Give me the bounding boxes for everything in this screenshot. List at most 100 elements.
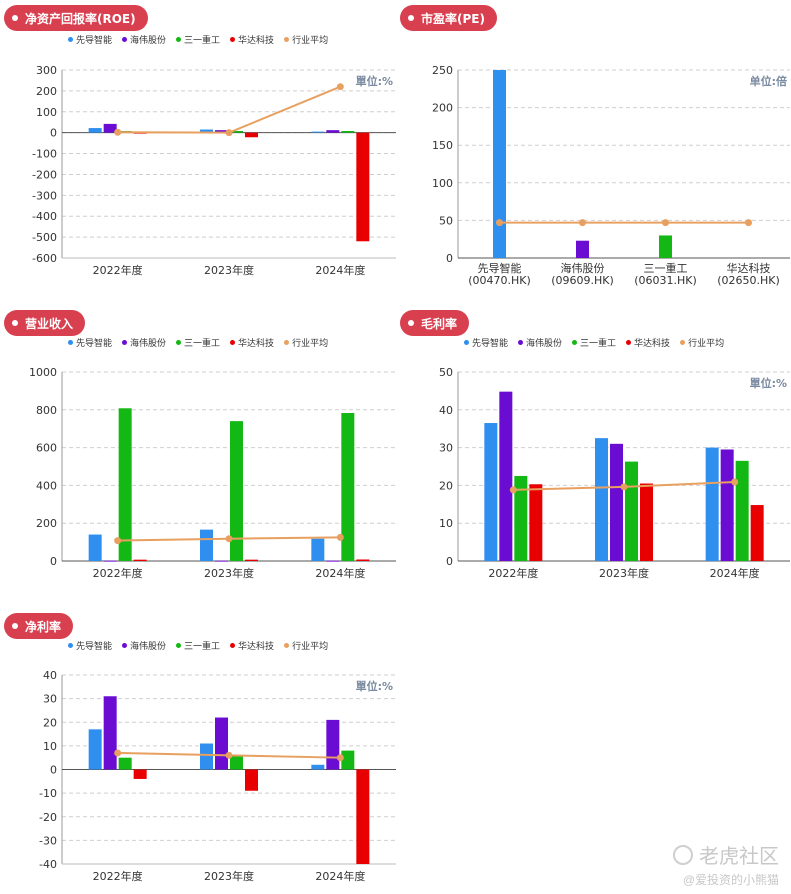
y-tick-label: 40 <box>439 404 453 417</box>
bar <box>341 130 355 133</box>
unit-label: 單位:% <box>750 376 787 390</box>
legend-item[interactable]: 华达科技 <box>626 336 670 349</box>
chart-panel-gross-margin: 毛利率 先导智能 海伟股份 三一重工 华达科技 行业平均 0 10 20 30 40 50 單位:%… <box>396 305 791 585</box>
legend-swatch-icon <box>284 340 290 345</box>
line-point <box>114 749 122 757</box>
chart-panel-pe: 市盈率(PE) 0 50 100 150 200 250 单位:倍 先导智能 (00470.HK… <box>396 0 791 300</box>
legend-label: 海伟股份 <box>526 339 563 349</box>
legend-swatch-icon <box>122 340 128 345</box>
title-dot-icon <box>12 623 18 629</box>
y-tick-label: 10 <box>43 740 57 753</box>
legend-item[interactable]: 三一重工 <box>176 33 220 46</box>
bar <box>356 132 370 242</box>
legend-label: 先导智能 <box>76 339 113 349</box>
chart-legend-net-margin[interactable]: 先导智能 海伟股份 三一重工 华达科技 行业平均 <box>68 639 328 652</box>
legend-swatch-icon <box>68 340 73 345</box>
legend-item[interactable]: 先导智能 <box>68 33 112 46</box>
unit-label: 单位:倍 <box>750 74 787 88</box>
bar <box>484 423 498 561</box>
legend-swatch-icon <box>176 37 182 42</box>
legend-label: 海伟股份 <box>130 339 167 349</box>
chart-title-pe: 市盈率(PE) <box>400 5 497 31</box>
bar <box>230 421 243 561</box>
y-tick-label: -100 <box>32 148 57 161</box>
bar <box>245 769 258 791</box>
bar <box>326 130 340 133</box>
bar <box>88 128 102 133</box>
legend-swatch-icon <box>626 340 632 345</box>
watermark-logo: 老虎社区 <box>673 840 779 869</box>
chart-legend-gross-margin[interactable]: 先导智能 海伟股份 三一重工 华达科技 行业平均 <box>464 336 724 349</box>
title-dot-icon <box>12 320 18 326</box>
bar <box>230 130 243 133</box>
legend-item[interactable]: 海伟股份 <box>122 336 166 349</box>
legend-label: 行业平均 <box>292 36 329 46</box>
y-tick-label: -10 <box>39 787 57 800</box>
legend-item[interactable]: 行业平均 <box>284 33 328 46</box>
legend-item[interactable]: 华达科技 <box>230 639 274 652</box>
legend-label: 华达科技 <box>634 339 671 349</box>
line-point <box>114 128 122 136</box>
brand-logo-icon <box>673 844 693 865</box>
x-tick-label: (06031.HK) <box>634 274 697 287</box>
bar <box>750 505 764 561</box>
chart-panel-roe: 净资产回报率(ROE) 先导智能 海伟股份 三一重工 华达科技 行业平均 -600 -50… <box>0 0 398 300</box>
legend-label: 三一重工 <box>184 36 221 46</box>
legend-swatch-icon <box>176 340 182 345</box>
legend-item[interactable]: 华达科技 <box>230 336 274 349</box>
y-tick-label: 50 <box>439 214 453 227</box>
bar <box>595 438 608 561</box>
bar <box>133 769 147 779</box>
legend-label: 先导智能 <box>76 642 113 652</box>
chart-title-text: 毛利率 <box>421 316 458 331</box>
y-tick-label: -30 <box>39 834 57 847</box>
x-tick-label: 2024年度 <box>315 869 365 883</box>
legend-item[interactable]: 三一重工 <box>176 336 220 349</box>
bar <box>326 719 340 770</box>
bar <box>215 130 228 133</box>
bar <box>103 123 117 133</box>
chart-title-text: 市盈率(PE) <box>421 11 485 26</box>
y-tick-label: 1000 <box>29 366 57 379</box>
bar <box>133 559 147 561</box>
chart-legend-revenue[interactable]: 先导智能 海伟股份 三一重工 华达科技 行业平均 <box>68 336 328 349</box>
legend-item[interactable]: 行业平均 <box>680 336 724 349</box>
bar <box>88 729 102 770</box>
bar <box>735 460 749 561</box>
unit-label: 單位:% <box>356 74 393 88</box>
y-tick-label: 10 <box>439 517 453 530</box>
legend-item[interactable]: 行业平均 <box>284 639 328 652</box>
bar <box>326 560 340 562</box>
line-point <box>336 83 344 91</box>
line-point <box>496 219 503 227</box>
legend-item[interactable]: 先导智能 <box>68 336 112 349</box>
bar <box>200 529 213 561</box>
bar <box>200 129 213 133</box>
chart-title-revenue: 营业收入 <box>4 310 86 336</box>
legend-swatch-icon <box>68 37 73 42</box>
x-tick-label: 海伟股份 <box>561 261 605 275</box>
bar <box>311 764 325 770</box>
legend-item[interactable]: 海伟股份 <box>122 639 166 652</box>
legend-item[interactable]: 华达科技 <box>230 33 274 46</box>
bar <box>103 560 117 562</box>
series-line-industry-average <box>117 85 341 134</box>
legend-label: 华达科技 <box>238 36 275 46</box>
watermark-brand: 老虎社区 <box>699 846 779 868</box>
legend-item[interactable]: 三一重工 <box>572 336 616 349</box>
legend-item[interactable]: 海伟股份 <box>122 33 166 46</box>
legend-item[interactable]: 行业平均 <box>284 336 328 349</box>
x-tick-label: 2023年度 <box>204 869 254 883</box>
y-tick-label: 20 <box>43 716 57 729</box>
title-dot-icon <box>408 320 414 326</box>
line-point <box>225 751 233 759</box>
legend-item[interactable]: 先导智能 <box>68 639 112 652</box>
legend-item[interactable]: 三一重工 <box>176 639 220 652</box>
legend-item[interactable]: 海伟股份 <box>518 336 562 349</box>
y-tick-label: 250 <box>432 64 453 77</box>
line-point <box>225 535 233 543</box>
y-tick-label: 800 <box>36 404 57 417</box>
legend-item[interactable]: 先导智能 <box>464 336 508 349</box>
x-tick-label: 三一重工 <box>644 261 688 275</box>
chart-legend-roe[interactable]: 先导智能 海伟股份 三一重工 华达科技 行业平均 <box>68 33 328 46</box>
